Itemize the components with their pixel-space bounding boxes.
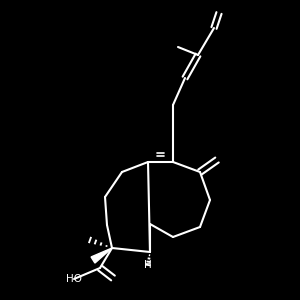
Text: HO: HO [66, 274, 82, 284]
Text: H: H [144, 260, 152, 270]
Polygon shape [91, 248, 112, 263]
